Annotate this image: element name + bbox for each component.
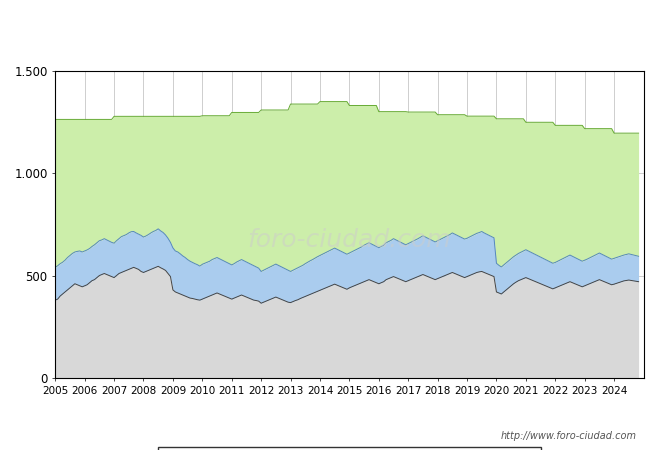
Legend: Ocupados, Parados, Hab. entre 16-64: Ocupados, Parados, Hab. entre 16-64 [158, 447, 541, 450]
Text: foro-ciudad.com: foro-ciudad.com [248, 228, 451, 252]
Text: http://www.foro-ciudad.com: http://www.foro-ciudad.com [501, 431, 637, 441]
Text: Canena - Evolucion de la poblacion en edad de Trabajar Noviembre de 2024: Canena - Evolucion de la poblacion en ed… [46, 9, 604, 24]
